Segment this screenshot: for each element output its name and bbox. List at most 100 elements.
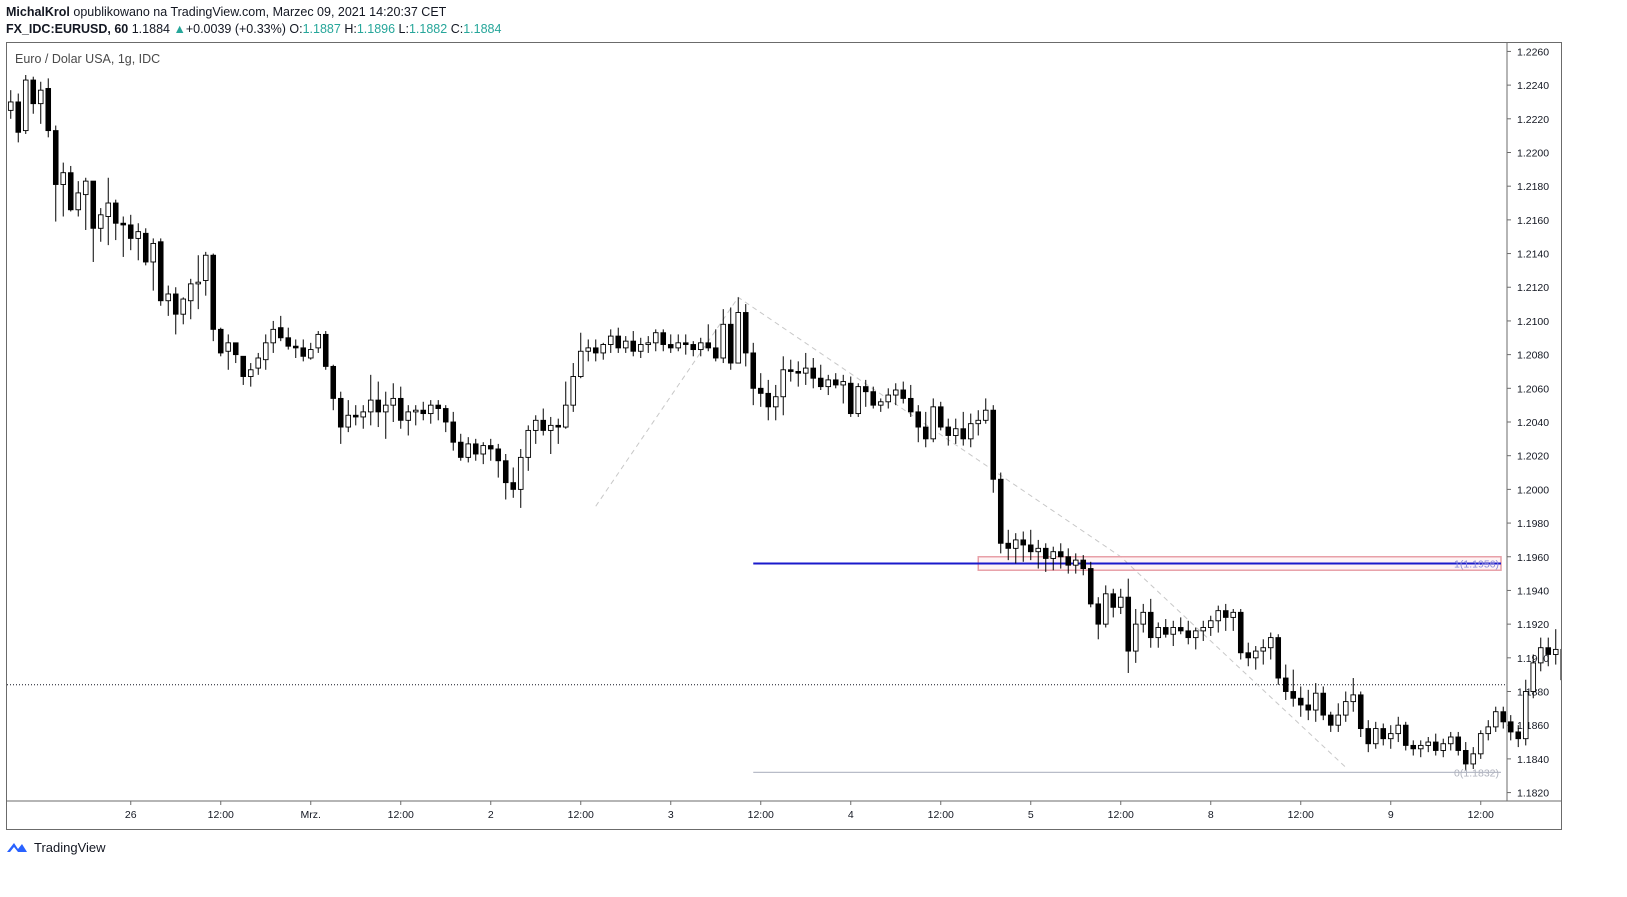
candle-body	[322, 333, 329, 367]
candle-body	[712, 347, 719, 359]
candle-body	[390, 397, 397, 406]
price-tick-label: 1.1980	[1517, 518, 1549, 530]
candle-body	[652, 332, 659, 344]
candle-body	[292, 345, 299, 349]
time-tick-label: 12:00	[568, 809, 594, 821]
candle-body	[1380, 728, 1387, 740]
candle-body	[360, 411, 367, 418]
candle-body	[1027, 544, 1034, 553]
candle-body	[52, 130, 59, 185]
candle-body	[825, 379, 832, 388]
candlestick-chart[interactable]: Euro / Dolar USA, 1g, IDC 1.1820 1.1840 1.…	[7, 43, 1574, 829]
candle-body	[1185, 630, 1192, 639]
candle-body	[1305, 704, 1312, 711]
candle-body	[255, 357, 262, 369]
footer-brand[interactable]: TradingView	[6, 837, 106, 857]
candle-body	[105, 202, 112, 217]
time-tick-label: 2	[488, 809, 494, 821]
candle-body	[525, 429, 532, 458]
candle-body	[690, 344, 697, 351]
candle-body	[735, 312, 742, 364]
candle-body	[1177, 627, 1184, 632]
candle-body	[1087, 568, 1094, 605]
candle-body	[555, 424, 562, 428]
candle-body	[1417, 744, 1424, 750]
price-tick-label: 1.1820	[1517, 788, 1549, 800]
candle-body	[1020, 539, 1027, 546]
time-tick-label: 8	[1208, 809, 1214, 821]
candle-body	[1222, 610, 1229, 618]
candle-body	[667, 344, 674, 349]
candle-body	[997, 478, 1004, 544]
candle-body	[435, 404, 442, 409]
author-name[interactable]: MichalKrol	[6, 5, 70, 19]
candle-body	[1237, 611, 1244, 654]
candle-body	[22, 79, 29, 132]
candle-body	[517, 456, 524, 490]
time-tick-label: 3	[668, 809, 674, 821]
candle-body	[420, 409, 427, 415]
candle-body	[270, 328, 277, 344]
candle-body	[97, 214, 104, 229]
candle-body	[307, 349, 314, 359]
candle-body	[1140, 611, 1147, 625]
high-label: H:	[344, 22, 357, 36]
candle-body	[975, 419, 982, 425]
candle-body	[15, 101, 22, 133]
candle-body	[885, 394, 892, 403]
candle-body	[982, 409, 989, 421]
candle-body	[1447, 736, 1454, 745]
candle-body	[157, 241, 164, 302]
price-tick-label: 1.2000	[1517, 484, 1549, 496]
candle-body	[742, 312, 749, 354]
price-tick-label: 1.2160	[1517, 215, 1549, 227]
price-tick-label: 1.2020	[1517, 451, 1549, 463]
candle-body	[1162, 627, 1169, 635]
candle-body	[847, 382, 854, 415]
candle-body	[1192, 630, 1199, 639]
candle-body	[1470, 753, 1477, 765]
candle-body	[772, 396, 779, 408]
candle-body	[802, 367, 809, 374]
candle-body	[862, 386, 869, 393]
time-tick-label: 12:00	[748, 809, 774, 821]
price-tick-label: 1.2080	[1517, 350, 1549, 362]
price-tick-label: 1.2260	[1517, 46, 1549, 58]
candle-body	[697, 342, 704, 351]
candle-body	[720, 323, 727, 359]
candle-body	[277, 327, 284, 339]
candle-body	[832, 379, 839, 386]
time-tick-label: 9	[1388, 809, 1394, 821]
candle-body	[1275, 637, 1282, 679]
candle-body	[607, 335, 614, 345]
candle-body	[615, 335, 622, 349]
candle-body	[540, 419, 547, 431]
time-tick-label: 26	[125, 809, 137, 821]
candle-body	[817, 377, 824, 388]
time-tick-label: 12:00	[208, 809, 234, 821]
time-tick-label: 5	[1028, 809, 1034, 821]
candle-body	[1440, 743, 1447, 751]
candle-body	[345, 414, 352, 428]
candle-body	[1507, 721, 1514, 733]
price-tick-label: 1.1920	[1517, 619, 1549, 631]
price-tick-label: 1.2200	[1517, 147, 1549, 159]
candle-body	[1260, 647, 1267, 652]
candle-body	[1545, 647, 1552, 655]
candle-body	[960, 428, 967, 440]
candle-body	[1410, 744, 1417, 750]
chart-frame[interactable]: Euro / Dolar USA, 1g, IDC 1.1820 1.1840 1.…	[6, 42, 1574, 830]
price-tick-label: 1.1860	[1517, 720, 1549, 732]
candle-body	[232, 342, 239, 356]
candle-body	[337, 397, 344, 428]
candle-body	[952, 428, 959, 436]
candle-body	[37, 89, 44, 105]
candle-body	[375, 399, 382, 413]
close-label: C:	[450, 22, 464, 36]
candle-body	[1552, 648, 1559, 655]
candle-body	[1312, 692, 1319, 711]
symbol-label[interactable]: FX_IDC:EURUSD, 60	[6, 22, 129, 36]
candle-body	[1117, 596, 1124, 608]
candle-body	[1012, 539, 1019, 549]
ohlc-legend: FX_IDC:EURUSD, 60 1.1884 ▲+0.0039 (+0.33…	[6, 22, 501, 36]
